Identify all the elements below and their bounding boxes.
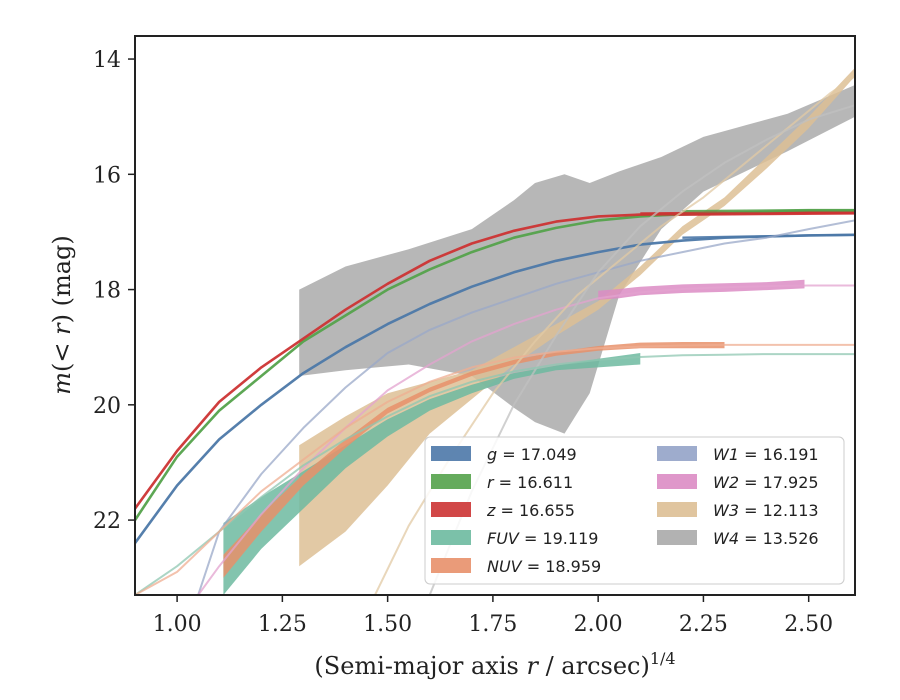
legend-label-r: r = 16.611 — [487, 473, 573, 492]
x-tick-label: 2.50 — [784, 612, 833, 637]
y-tick-label: 22 — [93, 509, 121, 534]
x-tick-label: 1.50 — [363, 612, 412, 637]
line-w2 — [197, 284, 855, 595]
lines-layer — [135, 75, 855, 595]
line-g — [135, 233, 855, 544]
x-tick-label: 1.00 — [153, 612, 202, 637]
legend-label-w3: W3 = 12.113 — [713, 501, 819, 520]
bands-layer — [223, 67, 855, 595]
legend-swatch-r — [431, 474, 471, 489]
band-w4 — [299, 85, 855, 434]
x-axis-label: (Semi-major axis r / arcsec)1/4 — [314, 649, 675, 680]
line-w1 — [197, 219, 855, 595]
band-w2 — [598, 279, 805, 300]
x-tick-label: 1.75 — [468, 612, 517, 637]
legend-label-w2: W2 = 17.925 — [713, 473, 819, 492]
x-axis-ticks: 1.00 1.25 1.50 1.75 2.00 2.25 2.50 — [153, 595, 833, 637]
x-tick-label: 2.00 — [574, 612, 623, 637]
legend: g = 17.049 r = 16.611 z = 16.655 FUV = 19.1… — [424, 436, 845, 585]
plot-frame — [134, 35, 856, 596]
legend-label-z: z = 16.655 — [486, 501, 575, 520]
legend-label-nuv: NUV = 18.959 — [487, 557, 601, 576]
legend-label-w1: W1 = 16.191 — [713, 445, 819, 464]
legend-label-fuv: FUV = 19.119 — [487, 529, 598, 548]
legend-swatch-g — [431, 446, 471, 461]
legend-swatch-w1 — [657, 446, 697, 461]
band-nuv — [223, 342, 725, 578]
y-tick-label: 16 — [93, 163, 121, 188]
line-z — [135, 211, 855, 510]
plot-area — [135, 67, 855, 595]
legend-swatch-w4 — [657, 530, 697, 545]
x-tick-label: 1.25 — [258, 612, 307, 637]
y-tick-label: 20 — [93, 394, 121, 419]
y-axis-label: m(< r) (mag) — [48, 235, 76, 395]
y-tick-label: 18 — [93, 279, 121, 304]
legend-swatch-z — [431, 502, 471, 517]
y-tick-label: 14 — [93, 48, 121, 73]
y-axis-ticks: 14 16 18 20 22 — [93, 48, 135, 534]
x-tick-label: 2.25 — [679, 612, 728, 637]
legend-label-g: g = 17.049 — [487, 445, 577, 464]
line-fuv — [135, 353, 855, 595]
legend-swatch-nuv — [431, 558, 471, 573]
legend-label-w4: W4 = 13.526 — [713, 529, 819, 548]
legend-frame — [424, 436, 845, 585]
line-w4 — [428, 104, 855, 595]
legend-swatch-fuv — [431, 530, 471, 545]
line-nuv — [135, 343, 855, 595]
band-w3 — [299, 67, 855, 567]
legend-swatch-w3 — [657, 502, 697, 517]
legend-swatch-w2 — [657, 474, 697, 489]
